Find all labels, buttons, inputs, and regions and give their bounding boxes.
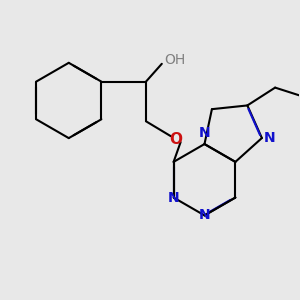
Text: N: N xyxy=(168,190,179,205)
Text: N: N xyxy=(264,131,275,145)
Text: N: N xyxy=(199,126,210,140)
Text: N: N xyxy=(199,208,210,222)
Text: OH: OH xyxy=(164,53,185,67)
Text: O: O xyxy=(169,132,182,147)
